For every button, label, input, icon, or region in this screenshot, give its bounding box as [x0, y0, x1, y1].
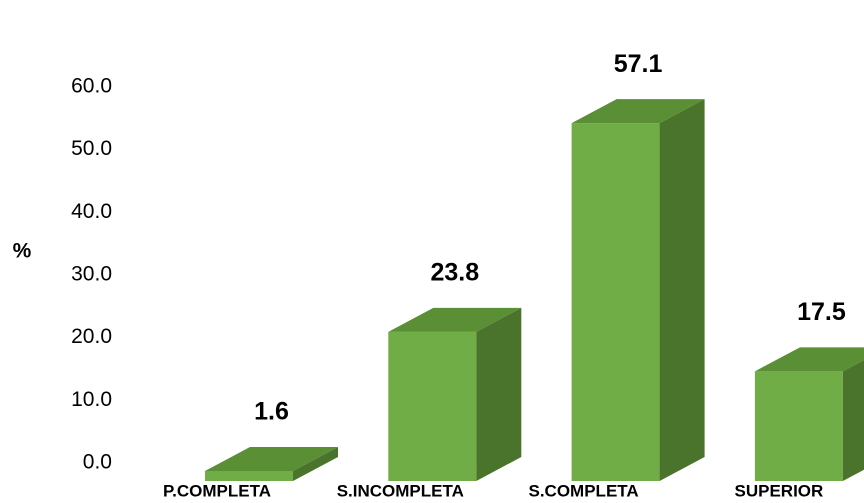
bar-side — [842, 360, 864, 481]
bar-top — [571, 99, 705, 124]
value-label: 23.8 — [430, 258, 479, 286]
bar-front — [205, 470, 293, 481]
value-label: 1.6 — [254, 398, 289, 426]
y-axis-label: % — [13, 240, 32, 263]
bar-front — [754, 371, 843, 481]
bar-front — [571, 123, 660, 481]
bar-side — [293, 446, 338, 481]
y-tick-label: 30.0 — [71, 263, 112, 286]
x-tick-label: S.COMPLETA — [529, 481, 639, 500]
bar — [754, 347, 864, 481]
bar-top — [205, 446, 338, 471]
value-label: 17.5 — [797, 298, 846, 326]
bar-top — [754, 347, 864, 372]
x-tick-label: P.COMPLETA — [163, 481, 271, 500]
bar-side — [659, 99, 705, 481]
x-tick-label: S.INCOMPLETA — [337, 481, 464, 500]
bar — [571, 99, 705, 481]
y-tick-label: 40.0 — [71, 200, 112, 223]
x-tick-label: SUPERIOR — [735, 481, 824, 500]
y-tick-label: 60.0 — [71, 75, 112, 98]
bar-side — [476, 307, 522, 481]
value-label: 57.1 — [614, 50, 663, 78]
y-tick-label: 10.0 — [71, 388, 112, 411]
bar — [205, 446, 338, 481]
y-tick-label: 50.0 — [71, 137, 112, 160]
bar-front — [388, 331, 477, 481]
y-tick-label: 20.0 — [71, 325, 112, 348]
bar-top — [388, 307, 522, 332]
bar — [388, 307, 522, 481]
y-tick-label: 0.0 — [83, 451, 112, 474]
